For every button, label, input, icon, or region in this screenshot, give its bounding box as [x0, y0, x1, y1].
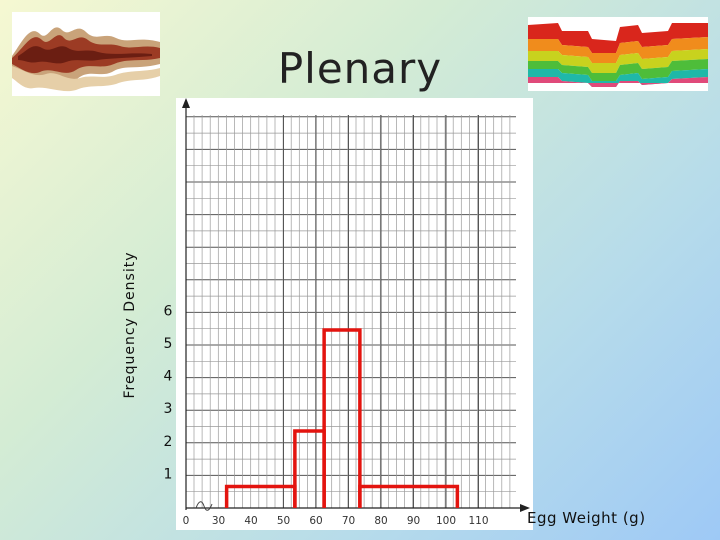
x-tick-label: 0 [183, 515, 190, 527]
x-tick-label: 40 [244, 515, 257, 527]
y-axis-arrow [182, 98, 190, 108]
histogram-bar-3 [322, 328, 362, 508]
y-tick-label: 2 [164, 434, 173, 450]
x-tick-label: 80 [374, 515, 387, 527]
x-tick-label: 50 [277, 515, 290, 527]
grid-lines [186, 115, 516, 509]
x-axis-arrow [520, 504, 530, 512]
slide-title: Plenary [277, 44, 443, 93]
x-tick-label: 60 [309, 515, 322, 527]
axes [182, 98, 530, 512]
graph-paper [176, 98, 533, 530]
histogram-bar-4 [358, 484, 460, 508]
streamgraph-thumbnail-left [12, 12, 160, 96]
stacked-area-thumbnail-right [528, 17, 708, 91]
x-tick-label: 70 [342, 515, 355, 527]
y-tick-label: 1 [164, 466, 173, 482]
x-tick-label: 30 [212, 515, 225, 527]
x-tick-label: 110 [468, 515, 488, 527]
histogram-bars [224, 328, 460, 508]
y-tick-label: 5 [164, 336, 173, 352]
x-tick-label: 90 [407, 515, 420, 527]
x-axis-label: Egg Weight (g) [527, 509, 646, 527]
y-axis-label: Frequency Density [122, 251, 138, 399]
y-tick-label: 6 [164, 303, 173, 319]
y-tick-label: 3 [164, 401, 173, 417]
x-tick-label: 100 [436, 515, 456, 527]
x-tick-labels: 0 30 40 50 60 70 80 90 100 110 [183, 515, 489, 527]
y-tick-labels: 1 2 3 4 5 6 [164, 303, 173, 482]
axis-break-squiggle [195, 501, 213, 511]
y-tick-label: 4 [164, 369, 173, 385]
